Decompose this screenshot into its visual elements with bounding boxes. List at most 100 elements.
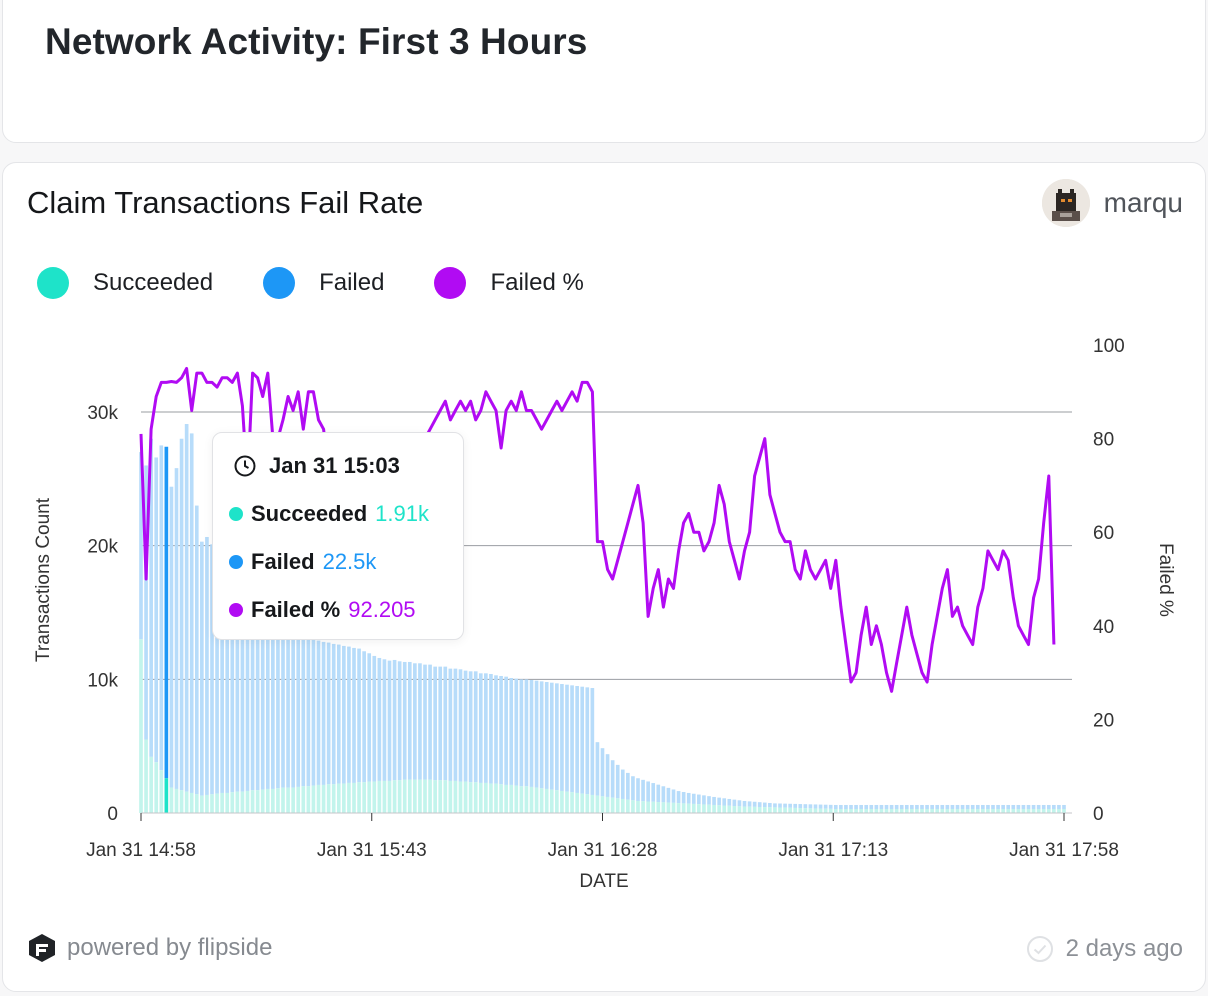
- bar-failed: [899, 804, 904, 809]
- bar-failed: [250, 592, 255, 791]
- bar-succeeded: [245, 790, 250, 813]
- bar-failed: [316, 640, 321, 785]
- legend-item-failed-pct[interactable]: Failed %: [434, 267, 584, 299]
- bar-failed: [276, 613, 280, 789]
- bar-succeeded: [742, 806, 747, 813]
- bar-succeeded: [352, 782, 356, 813]
- bar-failed: [174, 468, 179, 789]
- bar-succeeded: [965, 808, 970, 813]
- bar-failed: [788, 803, 792, 808]
- bar-succeeded: [321, 784, 326, 813]
- bar-succeeded: [377, 780, 382, 813]
- bar-succeeded: [235, 791, 240, 813]
- legend-item-failed[interactable]: Failed: [263, 267, 384, 299]
- bar-failed: [230, 570, 235, 793]
- bar-failed: [392, 659, 397, 781]
- bar-failed: [930, 804, 934, 809]
- bar-succeeded: [894, 808, 899, 813]
- bar-succeeded: [955, 808, 960, 813]
- bar-succeeded: [869, 808, 874, 813]
- bar-failed: [301, 633, 306, 787]
- chart-legend: Succeeded Failed Failed %: [37, 267, 634, 299]
- bar-succeeded: [702, 804, 706, 813]
- bar-failed: [494, 675, 498, 784]
- bar-succeeded: [367, 781, 372, 813]
- bar-succeeded: [534, 787, 539, 813]
- bar-failed: [271, 609, 275, 789]
- bar-succeeded: [514, 785, 519, 813]
- bar-failed: [565, 684, 569, 792]
- author[interactable]: marqu: [1041, 179, 1183, 227]
- bar-succeeded: [1057, 808, 1061, 813]
- y-tick-label: 0: [107, 804, 118, 825]
- bar-succeeded: [144, 739, 148, 813]
- bar-succeeded: [970, 808, 975, 813]
- bar-failed: [428, 664, 432, 780]
- bar-failed: [1041, 804, 1046, 809]
- legend-item-succeeded[interactable]: Succeeded: [37, 267, 213, 299]
- bar-succeeded: [717, 805, 721, 813]
- x-tick-label: Jan 31 17:13: [778, 840, 888, 861]
- bar-succeeded: [859, 808, 863, 813]
- bar-failed: [945, 804, 950, 809]
- bar-succeeded: [1016, 808, 1021, 813]
- tooltip-value-failed: 22.5k: [322, 549, 377, 574]
- avatar[interactable]: [1041, 179, 1090, 227]
- bar-succeeded: [443, 780, 448, 813]
- bar-failed: [407, 661, 412, 780]
- bar-succeeded: [778, 807, 782, 813]
- bar-failed: [595, 742, 600, 796]
- bar-succeeded: [722, 805, 727, 813]
- tooltip-date: Jan 31 15:03: [269, 453, 400, 478]
- bar-failed: [955, 804, 960, 809]
- bar-failed: [448, 668, 453, 781]
- bar-succeeded: [585, 794, 590, 813]
- x-tick-label: Jan 31 16:28: [548, 840, 658, 861]
- bar-succeeded: [463, 781, 468, 813]
- bar-failed: [915, 804, 919, 809]
- bar-succeeded: [889, 808, 894, 813]
- bar-failed: [910, 804, 914, 809]
- y-tick-label: 30k: [87, 403, 118, 424]
- powered-by-text: powered by flipside: [67, 934, 273, 961]
- author-name[interactable]: marqu: [1103, 187, 1183, 218]
- bar-failed: [453, 668, 458, 781]
- bar-failed: [981, 804, 985, 809]
- bar-succeeded: [1006, 808, 1011, 813]
- bar-succeeded: [899, 808, 904, 813]
- bar-succeeded: [732, 806, 737, 813]
- bar-succeeded: [458, 781, 463, 813]
- failed-pct-line: [139, 366, 1056, 693]
- bar-failed: [585, 687, 590, 795]
- bar-succeeded: [1011, 808, 1016, 813]
- bar-succeeded: [631, 800, 635, 813]
- bar-succeeded: [357, 782, 361, 813]
- bar-succeeded: [945, 808, 950, 813]
- bar-failed: [555, 683, 559, 791]
- bar-succeeded: [255, 790, 260, 813]
- bar-failed: [722, 798, 727, 806]
- bar-succeeded: [489, 783, 493, 813]
- bar-succeeded: [768, 807, 772, 813]
- bar-failed: [975, 804, 980, 809]
- bar-failed: [651, 783, 656, 802]
- bar-failed: [164, 446, 169, 779]
- bar-succeeded: [524, 786, 529, 813]
- bar-failed: [433, 666, 437, 781]
- bar-succeeded: [570, 792, 574, 813]
- bar-failed: [321, 641, 326, 785]
- bar-succeeded: [529, 786, 534, 813]
- bar-succeeded: [960, 808, 965, 813]
- chart-title[interactable]: Claim Transactions Fail Rate: [27, 185, 424, 220]
- bar-succeeded: [626, 799, 630, 813]
- bar-failed: [357, 648, 361, 783]
- bar-succeeded: [686, 803, 691, 813]
- bar-succeeded: [757, 806, 762, 813]
- bar-failed: [823, 804, 828, 809]
- bar-succeeded: [260, 789, 265, 813]
- footer-powered-by[interactable]: powered by flipside: [27, 933, 272, 963]
- bar-failed: [686, 792, 691, 804]
- bar-failed: [656, 784, 661, 803]
- bar-failed: [144, 465, 148, 740]
